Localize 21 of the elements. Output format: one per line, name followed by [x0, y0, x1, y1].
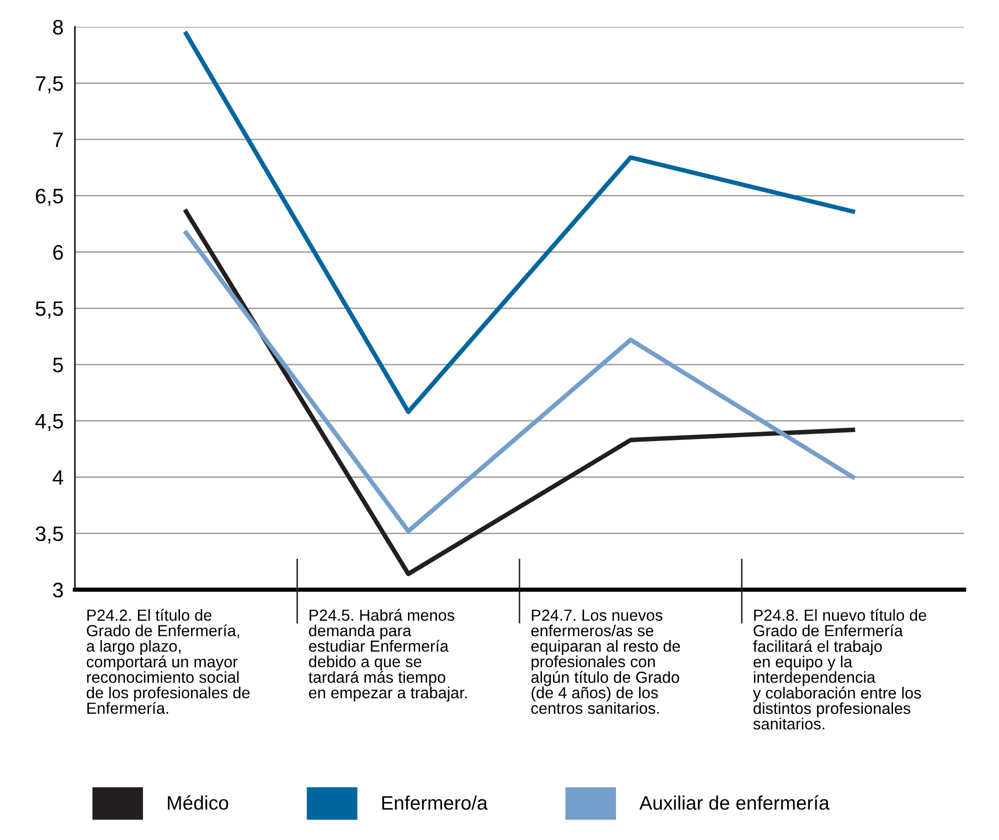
legend-label: Médico — [168, 795, 228, 810]
line-series — [184, 230, 856, 534]
y-tick-label: 6 — [53, 245, 63, 260]
y-tick-label: 8 — [53, 20, 63, 35]
y-tick-label: 4,5 — [35, 414, 63, 432]
y-tick-label: 4 — [52, 470, 64, 485]
y-tick-label: 7,5 — [36, 76, 63, 94]
y-tick-label: 7 — [53, 132, 63, 147]
legend-label: Auxiliar de enfermería — [639, 795, 830, 810]
y-tick-label: 5,5 — [36, 301, 63, 318]
legend-label: Enfermero/a — [382, 796, 488, 810]
x-tick-label: P24.5. Habrá menos demanda para estudiar Enfermería debido a que se tardará más tiempo en empezar a trabajar. — [308, 608, 467, 702]
line-series — [184, 31, 856, 414]
x-tick-label: P24.7. Los nuevos enfermeros/as se equiparan al resto de profesionales con algún título de Grado (de 4 años) de los centros sanitarios. — [531, 610, 680, 714]
y-tick-label: 3 — [53, 582, 63, 598]
x-tick-label: P24.8. El nuevo título de Grado de Enfermería facilitará el trabajo en equipo y la interdependencia y colaboración entre los distintos profesionales sanitarios. — [752, 608, 926, 730]
y-tick-label: 5 — [53, 358, 63, 372]
line-series — [184, 209, 856, 576]
x-tick-label: P24.2. El título de Grado de Enfermería, a largo plazo, comportará un mayor reconocimiento social de los profesionales de Enfermería. — [86, 608, 250, 714]
y-tick-label: 3,5 — [36, 526, 63, 544]
y-tick-label: 6,5 — [36, 188, 63, 206]
